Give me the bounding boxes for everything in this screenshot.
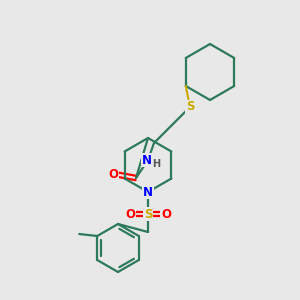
Text: N: N xyxy=(142,154,152,166)
Text: O: O xyxy=(161,208,171,220)
Text: H: H xyxy=(152,159,160,169)
Text: O: O xyxy=(125,208,135,220)
Text: N: N xyxy=(143,185,153,199)
Text: O: O xyxy=(108,167,118,181)
Text: S: S xyxy=(144,208,152,220)
Text: S: S xyxy=(186,100,194,113)
